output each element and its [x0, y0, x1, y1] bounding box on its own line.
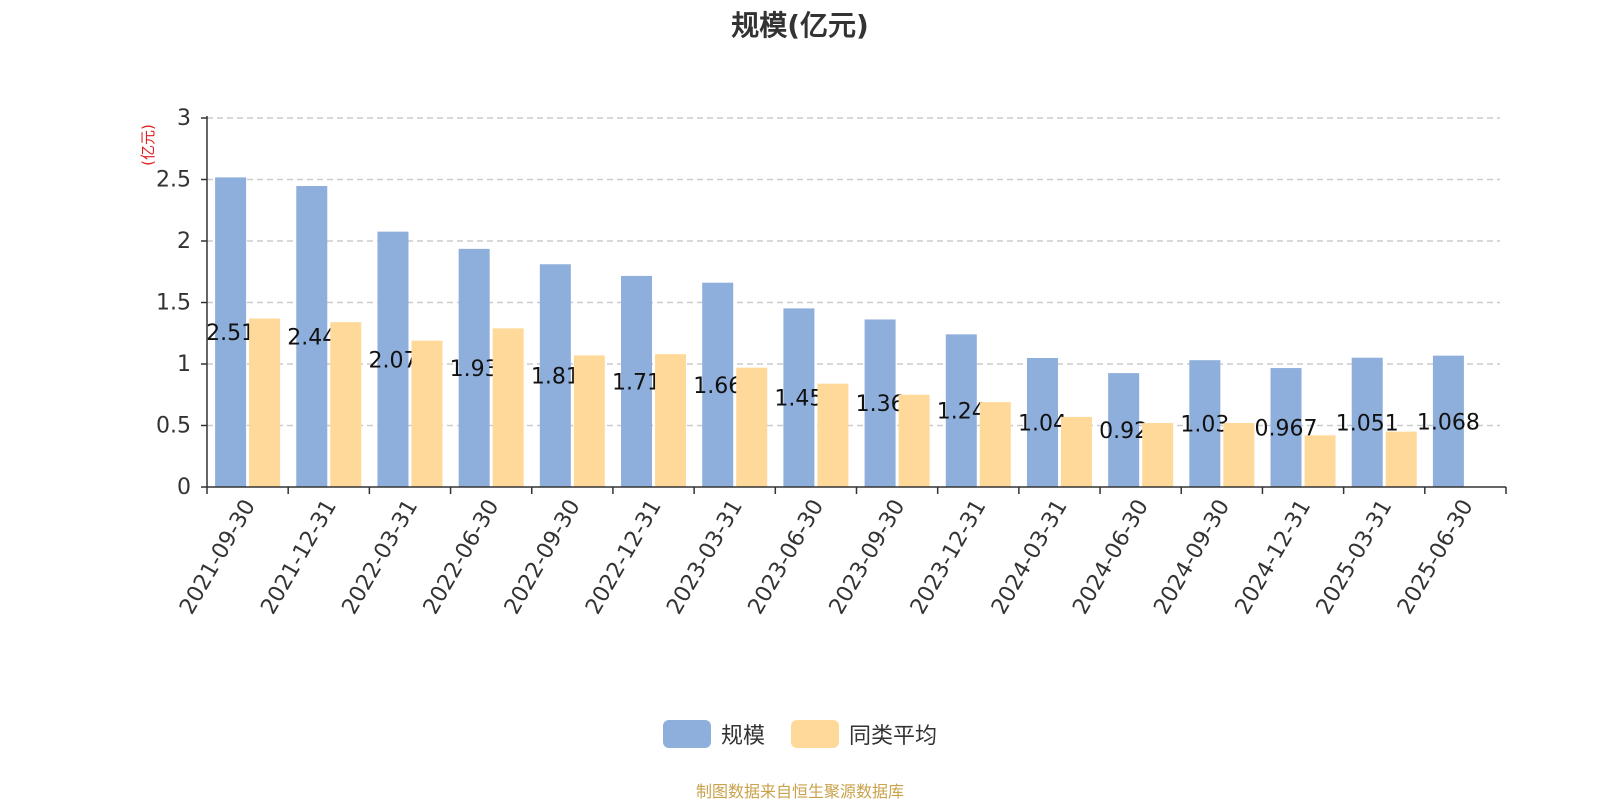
data-label: 2.44	[287, 326, 336, 351]
x-tick-label: 2024-12-31	[1231, 496, 1317, 619]
data-label: 1.71	[612, 370, 661, 395]
x-tick-label: 2023-06-30	[744, 496, 830, 619]
bar-scale[interactable]	[215, 177, 247, 487]
data-label: 1.93	[450, 357, 499, 382]
bar-scale[interactable]	[1108, 373, 1140, 487]
y-tick-label: 2	[177, 229, 191, 254]
bar-scale[interactable]	[458, 248, 490, 487]
bar-peer-average[interactable]	[1385, 431, 1417, 487]
data-label: 1.36	[856, 392, 905, 417]
y-tick-label: 1.5	[156, 291, 191, 316]
bar-peer-average[interactable]	[979, 402, 1011, 487]
legend-item-scale[interactable]: 规模	[662, 718, 765, 750]
data-label: 1.03	[1180, 413, 1229, 438]
x-tick-label: 2025-06-30	[1393, 496, 1479, 619]
bar-peer-average[interactable]	[1060, 416, 1092, 487]
x-tick-label: 2025-03-31	[1312, 496, 1398, 619]
x-tick-label: 2024-06-30	[1068, 496, 1154, 619]
bar-peer-average[interactable]	[817, 383, 849, 487]
x-tick-label: 2021-09-30	[175, 496, 261, 619]
y-tick-label: 0	[177, 475, 191, 500]
data-label: 1.66	[693, 374, 742, 399]
legend-item-peer-average[interactable]: 同类平均	[791, 718, 937, 750]
data-label: 1.04	[1018, 411, 1067, 436]
bar-scale[interactable]	[1351, 357, 1383, 487]
bars: 2.51 2.44 2.07 1.93 1.81 1.71 1.66 1.45 1.36 1.24…	[206, 177, 1480, 488]
data-label: 2.07	[368, 348, 417, 373]
legend-label-scale: 规模	[720, 724, 765, 749]
bar-scale[interactable]	[1026, 357, 1058, 487]
bar-peer-average[interactable]	[411, 340, 443, 487]
bar-scale[interactable]	[1432, 355, 1464, 487]
x-tick-label: 2022-09-30	[500, 496, 586, 619]
legend: 规模 同类平均	[0, 718, 1600, 750]
chart-title: 规模(亿元)	[731, 9, 869, 42]
bar-scale[interactable]	[296, 186, 328, 488]
bar-peer-average[interactable]	[330, 322, 362, 487]
bar-scale[interactable]	[621, 275, 653, 487]
bar-scale[interactable]	[864, 319, 896, 487]
y-tick-label: 0.5	[156, 414, 191, 439]
legend-swatch-scale	[662, 720, 711, 748]
x-tick-label: 2023-09-30	[825, 496, 911, 619]
bar-scale[interactable]	[702, 282, 734, 487]
y-axis-unit-label: (亿元)	[139, 124, 157, 166]
bar-scale[interactable]	[1189, 360, 1221, 487]
bar-peer-average[interactable]	[898, 394, 930, 487]
y-tick-label: 2.5	[156, 168, 191, 193]
data-label: 1.81	[531, 365, 580, 390]
data-label: 1.45	[774, 387, 823, 412]
bar-peer-average[interactable]	[736, 367, 768, 487]
data-label: 0.92	[1099, 419, 1148, 444]
data-label: 1.068	[1417, 410, 1480, 435]
data-source-note: 制图数据来自恒生聚源数据库	[695, 782, 904, 801]
x-tick-label: 2022-12-31	[581, 496, 667, 619]
bar-scale[interactable]	[945, 334, 977, 487]
bar-peer-average[interactable]	[573, 355, 605, 487]
bar-scale[interactable]	[377, 231, 409, 487]
bar-scale[interactable]	[783, 308, 815, 487]
data-label: 1.24	[937, 400, 986, 425]
bar-peer-average[interactable]	[1142, 423, 1174, 487]
legend-swatch-peer-average	[791, 720, 839, 748]
x-tick-label: 2023-03-31	[662, 496, 748, 619]
x-tick-label: 2024-09-30	[1149, 496, 1235, 619]
bar-peer-average[interactable]	[655, 354, 687, 487]
bar-peer-average[interactable]	[1223, 423, 1255, 487]
bar-peer-average[interactable]	[249, 318, 281, 487]
x-tick-label: 2023-12-31	[906, 496, 992, 619]
bar-scale[interactable]	[1270, 368, 1302, 487]
x-tick-label: 2022-03-31	[338, 496, 424, 619]
x-tick-label: 2022-06-30	[419, 496, 505, 619]
legend-label-peer-average: 同类平均	[849, 724, 938, 749]
y-tick-label: 1	[177, 352, 191, 377]
x-tick-label: 2021-12-31	[256, 496, 342, 619]
x-tick-label: 2024-03-31	[987, 496, 1073, 619]
bar-scale[interactable]	[539, 264, 571, 487]
data-label: 2.51	[206, 321, 255, 346]
bar-peer-average[interactable]	[492, 328, 524, 487]
y-tick-label: 3	[177, 106, 191, 131]
bar-peer-average[interactable]	[1304, 435, 1336, 487]
